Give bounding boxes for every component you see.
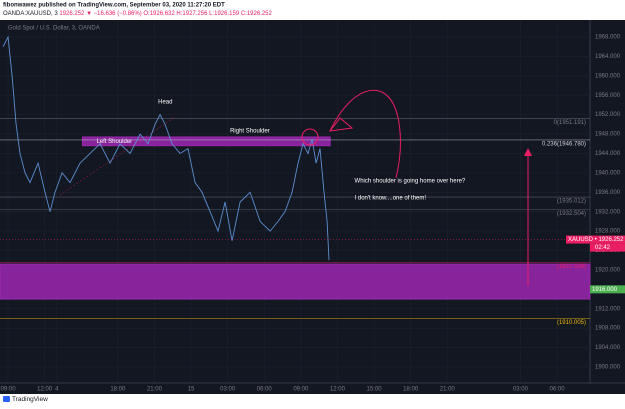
symbol: OANDA:XAUUSD, 3: [3, 11, 58, 17]
price-tag-label: 1916.000: [592, 287, 618, 293]
zones: Left Shoulder: [0, 136, 591, 300]
level-label: 0.236(1946.780): [542, 142, 586, 148]
x-tick-label: 03:00: [220, 387, 236, 393]
open: O:1926.632: [143, 11, 175, 17]
y-tick-label: 1932.000: [595, 209, 621, 215]
x-tick-label: 09:00: [1, 387, 17, 393]
y-tick-label: 1920.000: [595, 268, 621, 274]
plot: 0(1951.191) 0.236(1946.780) (1935.012) (193…: [0, 35, 590, 326]
logo: [3, 396, 10, 402]
zone-label: Left Shoulder: [96, 139, 132, 145]
x-tick-label: 06:00: [550, 387, 566, 393]
level-label: 0(1951.191): [554, 120, 586, 126]
price-tag: [566, 235, 625, 244]
x-tick-label: 12:00: [330, 387, 346, 393]
x-tick-label: 15:00: [367, 387, 383, 393]
price-tag: [590, 285, 625, 294]
change: ▼ −16.636 (−0.86%): [86, 11, 142, 17]
brand: TradingView: [12, 396, 48, 403]
annotation: Which shoulder is going home over here?: [355, 179, 466, 185]
x-tick-label: 21:00: [440, 387, 456, 393]
level-label: (1910.005): [557, 320, 586, 326]
y-tick-label: 1964.000: [595, 54, 621, 60]
y-tick-label: 1948.000: [595, 132, 621, 138]
y-tick-label: 1912.000: [595, 306, 621, 312]
countdown: 02:42: [595, 245, 611, 251]
y-tick-label: 1928.000: [595, 229, 621, 235]
close: C:1926.252: [241, 11, 273, 17]
x-tick-label: 12:00: [37, 387, 53, 393]
level-label: (1932.504): [557, 211, 586, 217]
x-tick-label: 21:00: [147, 387, 163, 393]
annotation: Head: [158, 100, 172, 106]
y-tick-label: 1944.000: [595, 151, 621, 157]
y-tick-label: 1940.000: [595, 170, 621, 176]
x-tick-label: 15: [188, 387, 195, 393]
footer-bg: [0, 394, 625, 404]
up-arrow-head: [524, 148, 532, 156]
level-label: (1935.012): [557, 199, 586, 205]
y-tick-label: 1904.000: [595, 345, 621, 351]
high: H:1927.256: [176, 11, 208, 17]
price-line: [2, 35, 330, 261]
last: 1926.252: [59, 11, 85, 17]
level-label: (1921.538): [557, 264, 586, 270]
arrow-head-drawing: [328, 117, 354, 132]
y-tick-label: 1908.000: [595, 326, 621, 332]
y-tick-label: 1968.000: [595, 35, 621, 41]
y-tick-label: 1960.000: [595, 73, 621, 79]
countdown-bg: [590, 243, 625, 252]
drawings: [59, 89, 532, 286]
header-bg: [0, 0, 625, 20]
price-tag-label: XAUUSD • 1926.252: [568, 237, 624, 243]
curve-drawing: [329, 89, 401, 179]
trend-drawing: [59, 116, 176, 196]
annotation: Right Shoulder: [230, 129, 270, 135]
chart-bg: [0, 20, 625, 395]
y-tick-label: 1952.000: [595, 112, 621, 118]
zone: [81, 136, 331, 147]
circle-drawing: [301, 128, 319, 146]
low: L:1926.159: [209, 11, 240, 17]
y-tick-label: 1956.000: [595, 93, 621, 99]
chart-title: Gold Spot / U.S. Dollar, 3, OANDA: [8, 26, 100, 32]
zone: [0, 263, 591, 300]
y-tick-label: 1936.000: [595, 190, 621, 196]
y-tick-label: 1900.000: [595, 365, 621, 371]
x-tick-label: 18:00: [110, 387, 126, 393]
symbol-line: OANDA:XAUUSD, 3 1926.252 ▼ −16.636 (−0.8…: [3, 11, 273, 17]
x-tick-label: 4: [55, 387, 59, 393]
x-tick-label: 03:00: [513, 387, 529, 393]
publisher: fibonwawez published on TradingView.com,…: [3, 3, 225, 9]
x-tick-label: 18:00: [403, 387, 419, 393]
grid: [0, 20, 590, 383]
x-tick-label: 06:00: [257, 387, 273, 393]
x-tick-label: 09:00: [293, 387, 309, 393]
annotation: I don't know....one of them!: [355, 196, 427, 202]
